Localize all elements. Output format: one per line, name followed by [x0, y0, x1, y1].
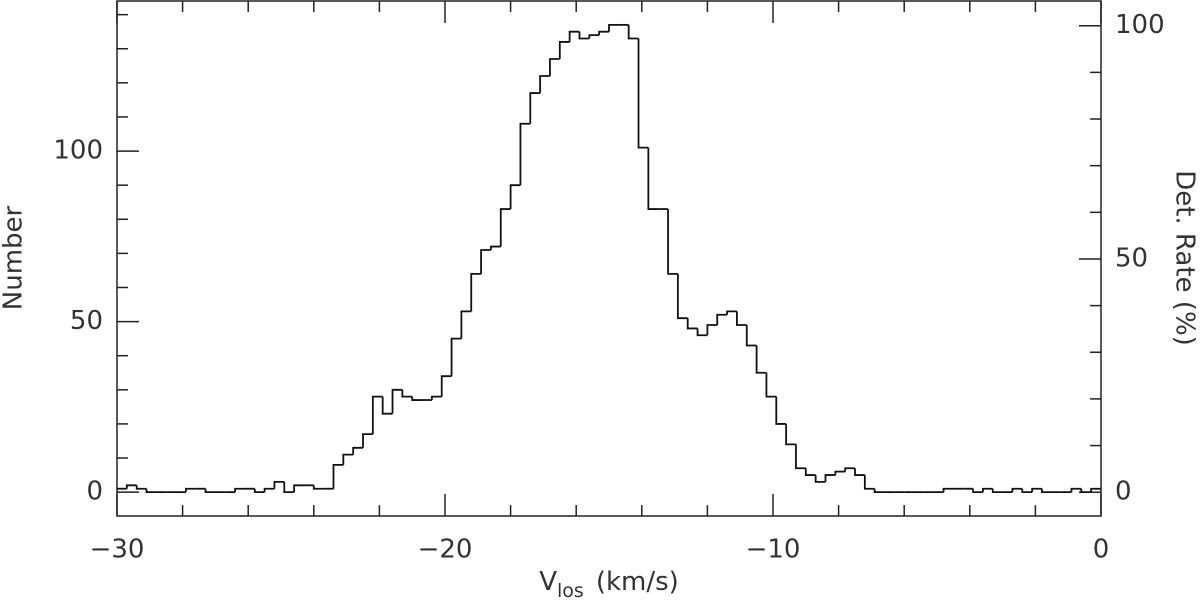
histogram-step: [667, 209, 678, 275]
histogram-step: [125, 484, 137, 489]
histogram-step: [568, 30, 580, 42]
histogram-step: [499, 208, 511, 247]
histogram-step: [863, 475, 875, 490]
histogram-step: [234, 487, 245, 493]
histogram-step: [844, 467, 855, 472]
y2-tick-label: 50: [1115, 243, 1148, 273]
histogram-step: [942, 487, 954, 493]
histogram-step: [716, 313, 728, 326]
histogram-step: [982, 487, 993, 493]
histogram-step: [1041, 488, 1052, 494]
histogram-step: [834, 470, 846, 476]
histogram-step: [1090, 487, 1101, 493]
histogram-step: [391, 388, 403, 414]
y2-tick-label: 100: [1115, 10, 1165, 40]
x-label-main: V: [539, 567, 557, 597]
y-tick-label: 0: [86, 477, 103, 507]
histogram-step: [490, 245, 501, 250]
histogram-step: [1011, 487, 1023, 493]
histogram-step: [184, 487, 196, 493]
x-tick-label: −20: [418, 535, 473, 565]
x-label-unit: (km/s): [596, 567, 679, 597]
histogram-step: [804, 468, 816, 476]
histogram-step: [765, 372, 777, 398]
histogram-step: [430, 395, 442, 401]
histogram-step: [460, 310, 472, 339]
histogram-step: [686, 318, 698, 330]
histogram-step: [1021, 488, 1033, 494]
y2-axis-label: Det. Rate (%): [1170, 170, 1200, 346]
histogram-step: [676, 273, 688, 320]
histogram-step: [578, 31, 590, 40]
histogram-step: [972, 488, 983, 494]
histogram-step: [263, 487, 275, 493]
histogram-step: [814, 475, 826, 483]
x-tick-label: −10: [746, 535, 801, 565]
histogram-step: [204, 488, 216, 494]
histogram-step: [381, 396, 393, 415]
histogram-step: [558, 41, 570, 59]
histogram-step: [824, 474, 836, 482]
histogram-step: [440, 375, 452, 397]
histogram-step: [135, 485, 147, 490]
histogram-step: [539, 75, 550, 94]
histogram-step: [706, 324, 718, 336]
histogram-step: [470, 272, 482, 312]
x-tick-label: −30: [90, 535, 145, 565]
histogram-step: [1080, 488, 1092, 494]
y-axis-label: Number: [0, 205, 29, 310]
histogram-step: [549, 58, 560, 77]
histogram-step: [647, 147, 659, 210]
histogram-step: [627, 24, 639, 40]
histogram-step: [588, 34, 600, 39]
histogram-step: [637, 38, 649, 149]
histogram-step: [145, 488, 157, 494]
histogram-step: [795, 444, 806, 470]
histogram-step: [342, 453, 354, 465]
x-label-sub: los: [557, 580, 584, 602]
histogram-step: [991, 488, 1003, 494]
plot-frame: [116, 0, 1102, 517]
histogram-step: [745, 325, 757, 347]
histogram-step: [854, 468, 865, 476]
histogram-step: [283, 481, 295, 494]
histogram-step: [362, 433, 373, 448]
histogram-step: [519, 122, 531, 186]
y2-tick-label: 0: [1115, 477, 1132, 507]
histogram-step: [509, 184, 521, 210]
histogram-step: [371, 395, 383, 435]
histogram-step: [352, 446, 363, 455]
histogram-step: [696, 328, 708, 337]
histogram-step: [785, 423, 796, 446]
y-tick-label: 50: [70, 306, 103, 336]
histogram-step: [755, 345, 767, 374]
histogram-step: [736, 311, 747, 326]
histogram-step: [608, 23, 619, 32]
histogram-step: [401, 389, 413, 398]
histogram-step: [332, 463, 344, 489]
histogram-step: [1070, 487, 1082, 493]
histogram-step: [598, 30, 609, 36]
histogram-step: [480, 249, 491, 274]
histogram-step: [312, 485, 324, 490]
y-tick-label: 100: [53, 136, 103, 166]
histogram-step: [529, 92, 541, 124]
histogram-step: [1031, 487, 1042, 493]
histogram-step: [726, 310, 737, 315]
histogram-step: [253, 488, 265, 494]
histogram-step: [873, 488, 885, 494]
histogram-step: [450, 337, 462, 377]
x-tick-label: 0: [1093, 535, 1110, 565]
x-axis-label: Vlos (km/s): [539, 567, 679, 602]
histogram-step: [293, 484, 304, 493]
histogram-step: [411, 396, 423, 401]
histogram-step: [775, 396, 787, 425]
histogram-step: [273, 480, 285, 489]
